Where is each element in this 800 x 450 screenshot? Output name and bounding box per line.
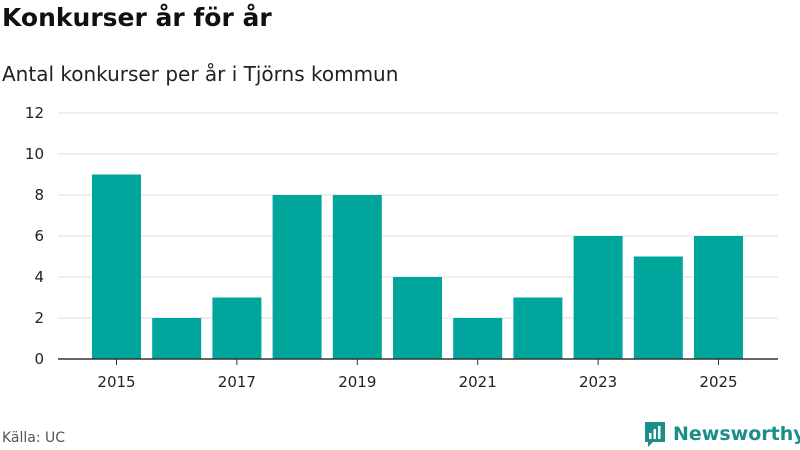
x-tick-label: 2017 [218,373,256,391]
x-axis-ticks: 2015 2017 2019 2021 2023 2025 [97,359,738,391]
bar-2015 [92,174,141,359]
y-tick-label: 12 [25,104,44,122]
newsworthy-logo-icon [645,422,665,447]
bar-2025 [694,236,743,359]
x-tick-label: 2023 [579,373,617,391]
bar-2016 [152,318,202,359]
brand-logo: Newsworthy [643,420,800,448]
bar-2017 [212,297,262,359]
x-tick-label: 2025 [699,373,737,391]
bar-2018 [272,195,322,359]
bar-2021 [453,318,503,359]
bar-2023 [573,236,623,359]
bars [92,174,743,359]
bar-2022 [513,297,563,359]
y-tick-label: 2 [34,309,44,327]
chart-subtitle: Antal konkurser per år i Tjörns kommun [2,62,399,86]
bar-2024 [633,256,683,359]
x-tick-label: 2015 [97,373,135,391]
y-axis-tick-labels: 0 2 4 6 8 10 12 [25,104,44,368]
y-tick-label: 6 [34,227,44,245]
y-tick-label: 8 [34,186,44,204]
chart-title: Konkurser år för år [2,3,272,32]
source-note: Källa: UC [2,430,66,446]
y-tick-label: 4 [34,268,44,286]
bar-2020 [393,277,442,359]
y-tick-label: 10 [25,145,44,163]
x-tick-label: 2021 [459,373,497,391]
bar-2019 [332,195,382,359]
bar-chart: 0 2 4 6 8 10 12 2015 2017 2019 2021 2023 2025 [25,104,778,391]
x-tick-label: 2019 [338,373,376,391]
brand-name: Newsworthy [673,423,800,445]
y-tick-label: 0 [34,350,44,368]
